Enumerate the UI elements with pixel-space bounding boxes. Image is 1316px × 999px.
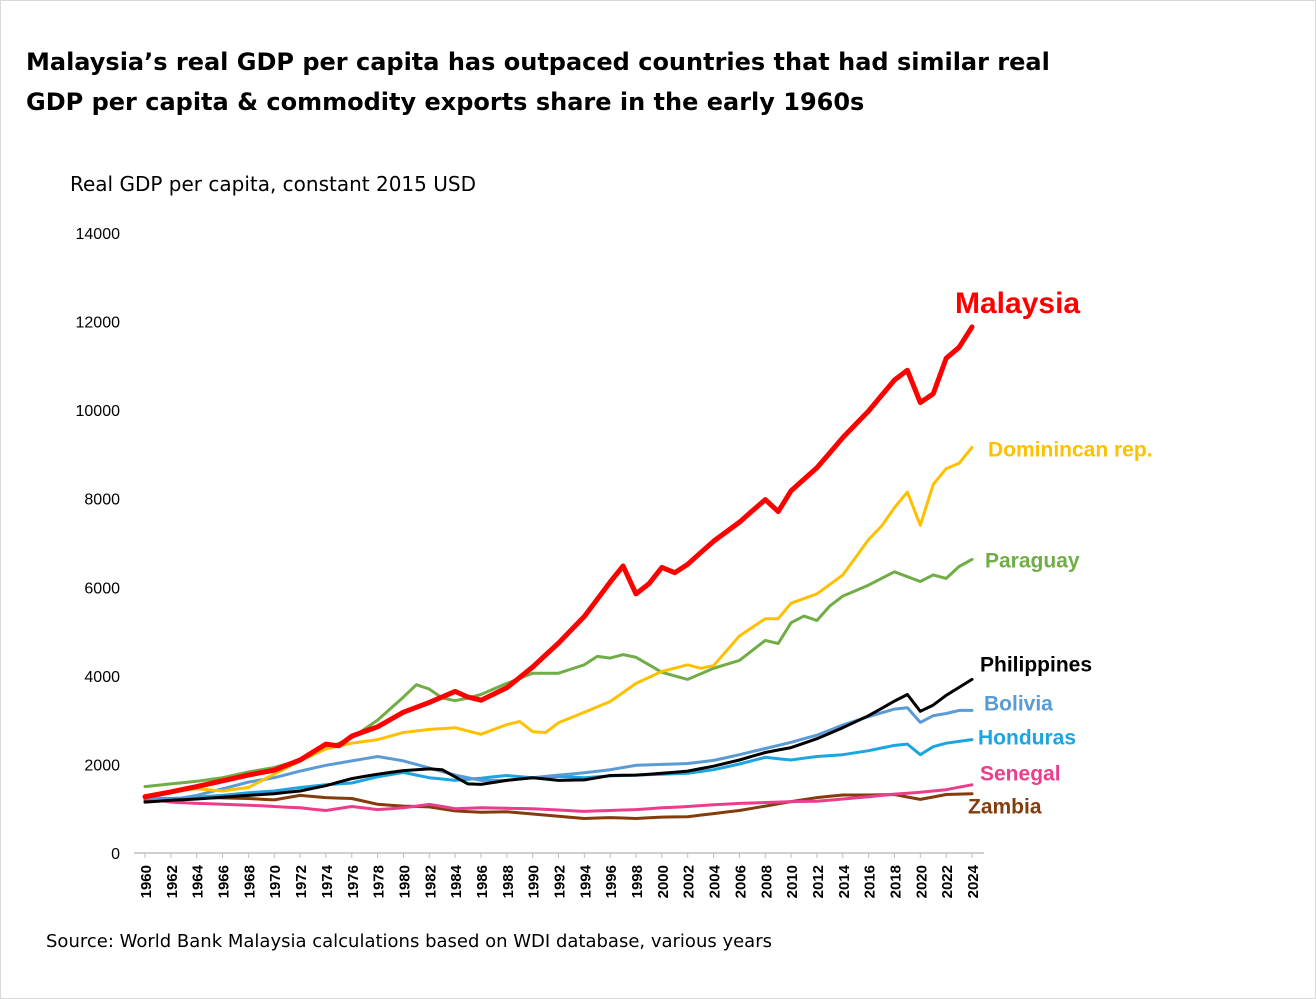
x-tick-label: 2022 — [939, 865, 956, 898]
series-line-malaysia — [142, 324, 975, 800]
series-line-dominincan-rep — [143, 445, 974, 797]
series-line-philippines — [143, 677, 974, 804]
series-line-zambia — [143, 792, 974, 820]
x-tick-label: 1974 — [319, 864, 336, 898]
x-tick-label: 1992 — [552, 865, 569, 898]
x-tick-label: 1984 — [448, 864, 465, 898]
series-label-senegal: Senegal — [980, 763, 1061, 786]
x-tick-label: 2024 — [965, 864, 982, 898]
series-line-senegal — [143, 783, 974, 813]
y-tick-label: 14000 — [76, 226, 121, 243]
y-tick-label: 6000 — [84, 580, 120, 597]
source-note: Source: World Bank Malaysia calculations… — [46, 931, 772, 952]
y-tick-label: 12000 — [76, 315, 121, 332]
x-tick-label: 1986 — [474, 865, 491, 898]
x-tick-label: 2002 — [681, 865, 698, 898]
x-tick-label: 1960 — [138, 865, 155, 898]
x-tick-label: 1988 — [500, 865, 517, 898]
series-label-paraguay: Paraguay — [985, 550, 1080, 573]
x-tick-label: 1996 — [603, 865, 620, 898]
series-label-dominincan-rep: Dominincan rep. — [988, 439, 1153, 462]
x-tick-label: 1978 — [371, 865, 388, 898]
x-tick-label: 2018 — [887, 865, 904, 898]
series-label-malaysia: Malaysia — [955, 287, 1080, 320]
series-label-zambia: Zambia — [968, 796, 1042, 819]
y-tick-label: 4000 — [84, 669, 120, 686]
series-label-philippines: Philippines — [980, 654, 1092, 677]
x-tick-label: 1972 — [293, 865, 310, 898]
x-tick-label: 2000 — [655, 865, 672, 898]
x-tick-label: 1968 — [241, 865, 258, 898]
series-label-bolivia: Bolivia — [984, 693, 1053, 716]
y-tick-label: 2000 — [84, 757, 120, 774]
line-chart: 0 2000 4000 6000 8000 10000 12000 14000 1960 1962… — [76, 226, 1153, 898]
x-tick-label: 2016 — [862, 865, 879, 898]
x-tick-label: 1980 — [396, 865, 413, 898]
x-tick-label: 2010 — [784, 865, 801, 898]
x-tick-label: 1994 — [577, 864, 594, 898]
x-tick-label: 1976 — [345, 865, 362, 898]
y-tick-label: 0 — [111, 846, 120, 863]
series-label-honduras: Honduras — [978, 727, 1076, 750]
x-tick-label: 2012 — [810, 865, 827, 898]
x-tick-label: 1982 — [422, 865, 439, 898]
chart-title: Malaysia’s real GDP per capita has outpa… — [26, 42, 1066, 122]
x-tick-label: 1964 — [190, 864, 207, 898]
x-tick-label: 1990 — [526, 865, 543, 898]
series-line-bolivia — [143, 706, 974, 802]
chart-title-line-1: Malaysia’s real GDP per capita has outpa… — [26, 48, 1050, 76]
x-tick-label: 1998 — [629, 865, 646, 898]
x-tick-label: 1962 — [164, 865, 181, 898]
x-tick-label: 2006 — [732, 865, 749, 898]
x-tick-label: 1966 — [216, 865, 233, 898]
x-tick-label: 2020 — [913, 865, 930, 898]
x-tick-label: 2014 — [836, 864, 853, 898]
x-tick-label: 2004 — [707, 864, 724, 898]
x-tick-label: 1970 — [267, 865, 284, 898]
y-axis-label: Real GDP per capita, constant 2015 USD — [70, 172, 476, 196]
x-tick-label: 2008 — [758, 865, 775, 898]
chart-title-line-2: GDP per capita & commodity exports share… — [26, 88, 865, 116]
y-tick-label: 8000 — [84, 492, 120, 509]
y-tick-label: 10000 — [76, 403, 121, 420]
